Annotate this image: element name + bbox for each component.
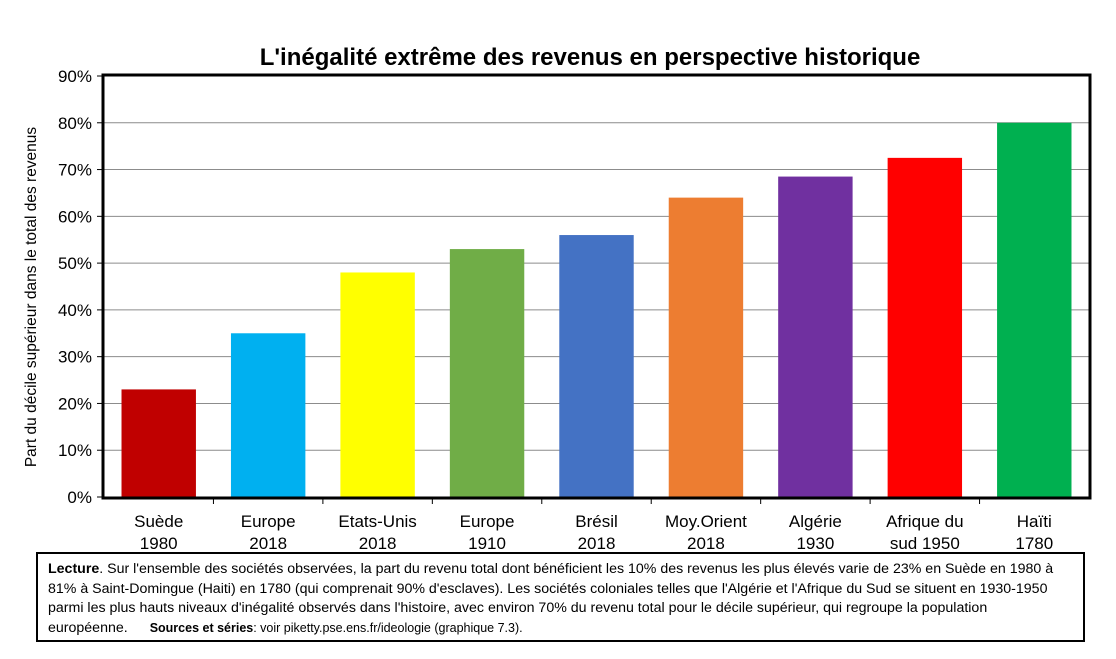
y-axis-label: Part du décile supérieur dans le total d… [23, 127, 40, 468]
x-tick-label: Moy.Orient [665, 512, 747, 531]
y-tick-label: 60% [58, 207, 92, 226]
bar [559, 235, 634, 498]
x-tick-label: Afrique du [886, 512, 964, 531]
plot-area [101, 73, 1092, 500]
x-tick-label: Suède [134, 512, 183, 531]
y-tick-label: 50% [58, 254, 92, 273]
sources: Sources et séries: voir piketty.pse.ens.… [150, 621, 523, 635]
note-label: Lecture [48, 561, 100, 577]
x-tick-label: 2018 [359, 534, 397, 552]
y-tick-label: 80% [58, 114, 92, 133]
x-ticks: Suède 1980 Europe 2018 Etats-Unis 2018 Europe 1… [134, 497, 1053, 552]
x-tick-label: 2018 [249, 534, 287, 552]
bar [668, 197, 744, 497]
x-tick-label: Europe [241, 512, 296, 531]
y-ticks: 0% 10% 20% 30% 40% 50% 60% 70% 80% 90% [58, 67, 104, 507]
bar [230, 333, 306, 497]
x-tick-label: Europe [460, 512, 515, 531]
bar-chart: L'inégalité extrême des revenus en persp… [23, 44, 1092, 552]
bar [887, 157, 963, 497]
reading-note: Lecture. Sur l'ensemble des sociétés obs… [36, 552, 1085, 642]
x-tick-label: 1930 [796, 534, 834, 552]
x-tick-label: Brésil [575, 512, 618, 531]
bar [997, 122, 1072, 498]
y-tick-label: 30% [58, 348, 92, 367]
y-tick-label: 70% [58, 161, 92, 180]
chart-title: L'inégalité extrême des revenus en persp… [260, 44, 921, 71]
y-tick-label: 90% [58, 67, 92, 86]
x-tick-label: Algérie [789, 512, 842, 531]
y-tick-label: 0% [67, 488, 92, 507]
x-tick-label: 1780 [1015, 534, 1053, 552]
x-tick-label: sud 1950 [890, 534, 960, 552]
bar [778, 176, 853, 498]
x-tick-label: 1980 [140, 534, 178, 552]
sources-text: : voir piketty.pse.ens.fr/ideologie (gra… [253, 620, 523, 635]
sources-label: Sources et séries [149, 620, 254, 635]
note-text: . Sur l'ensemble des sociétés observées,… [48, 561, 1054, 636]
y-tick-label: 40% [58, 301, 92, 320]
bar [121, 389, 196, 497]
x-tick-label: Etats-Unis [338, 512, 416, 531]
y-tick-label: 10% [58, 441, 92, 460]
x-tick-label: 2018 [578, 534, 616, 552]
bars [121, 122, 1072, 498]
bar [449, 249, 525, 497]
y-tick-label: 20% [58, 394, 92, 413]
x-tick-label: 1910 [468, 534, 506, 552]
x-tick-label: Haïti [1017, 512, 1052, 531]
x-tick-label: 2018 [687, 534, 725, 552]
bar [340, 272, 415, 497]
